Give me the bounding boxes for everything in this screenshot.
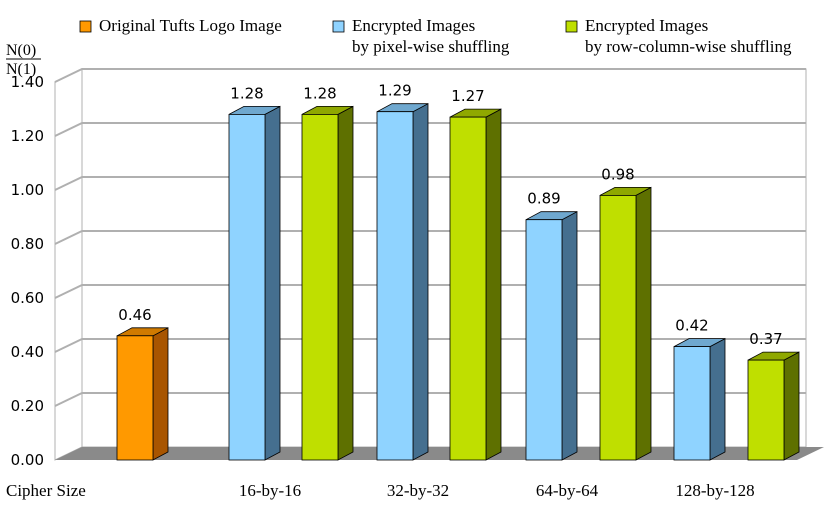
bar-pixel-3 (525, 211, 578, 461)
bar-front (599, 194, 637, 461)
gridline (54, 122, 806, 137)
bar-value-label: 1.29 (378, 82, 411, 100)
bar-side (485, 108, 502, 461)
y-tick-label: 0.20 (11, 397, 44, 415)
category-label: 64-by-64 (536, 481, 599, 500)
legend-swatch-original (79, 20, 92, 33)
bar-value-label: 0.42 (675, 317, 708, 335)
legend-label: Original Tufts Logo Image (99, 16, 282, 35)
bar-front (376, 111, 414, 461)
bar-side (635, 186, 652, 461)
bar-side (561, 211, 578, 461)
legend-label: by pixel-wise shuffling (352, 37, 510, 56)
bar-value-label: 0.46 (118, 306, 151, 324)
bar-side (412, 103, 429, 461)
bar-pixel-4 (673, 337, 726, 461)
legend-label: Encrypted Images (585, 16, 708, 35)
category-labels: 16-by-16 32-by-32 64-by-64 128-by-128 (239, 481, 755, 500)
bar-value-label: 0.98 (601, 165, 634, 183)
bar-rowcol-2 (449, 108, 502, 461)
bar-front (449, 116, 487, 461)
bar-front (228, 114, 266, 461)
legend-label: Encrypted Images (352, 16, 475, 35)
bar-pixel-2 (376, 103, 429, 461)
y-axis-ticks: 0.00 0.20 0.40 0.60 0.80 1.00 1.20 1.40 (11, 73, 44, 469)
category-label: 32-by-32 (387, 481, 449, 500)
bar-rowcol-3 (599, 186, 652, 461)
bar-front (525, 219, 563, 461)
y-tick-label: 1.00 (11, 181, 44, 199)
legend: Original Tufts Logo Image Encrypted Image… (79, 16, 792, 56)
bar-side (152, 327, 169, 461)
bar-value-label: 1.27 (451, 87, 484, 105)
bar-side (337, 105, 354, 461)
legend-label: by row-column-wise shuffling (585, 37, 792, 56)
y-tick-label: 0.00 (11, 451, 44, 469)
bar-front (301, 114, 339, 461)
bar-rowcol-4 (747, 351, 800, 461)
bar-value-label: 1.28 (303, 84, 336, 102)
y-axis-label-denominator: N(1) (6, 61, 36, 78)
gridline (54, 68, 806, 83)
y-tick-label: 0.80 (11, 235, 44, 253)
gridline (54, 176, 806, 191)
bar-side (264, 105, 281, 461)
legend-swatch-pixel (332, 20, 345, 33)
bar-front (116, 335, 154, 461)
x-axis-label: Cipher Size (6, 481, 86, 500)
bar-side (783, 351, 800, 461)
bar-original-0 (116, 327, 169, 461)
legend-swatch-rowcol (565, 20, 578, 33)
bars: 0.46 1.28 1.29 0.89 0.42 1.28 1.27 0.98 0.37 (116, 82, 800, 461)
bar-value-label: 0.37 (749, 330, 782, 348)
bar-pixel-1 (228, 105, 281, 461)
y-tick-label: 0.40 (11, 343, 44, 361)
category-label: 16-by-16 (239, 481, 301, 500)
y-axis-label-numerator: N(0) (6, 42, 36, 59)
category-label: 128-by-128 (675, 481, 754, 500)
y-tick-label: 1.20 (11, 127, 44, 145)
bar-side (709, 337, 726, 461)
y-tick-label: 0.60 (11, 289, 44, 307)
bar-rowcol-1 (301, 105, 354, 461)
bar-value-label: 1.28 (230, 84, 263, 102)
left-wall (54, 68, 83, 461)
bar-value-label: 0.89 (527, 190, 560, 208)
bar-front (673, 346, 711, 461)
y-tick-label: 1.40 (11, 73, 44, 91)
bar-front (747, 359, 785, 461)
